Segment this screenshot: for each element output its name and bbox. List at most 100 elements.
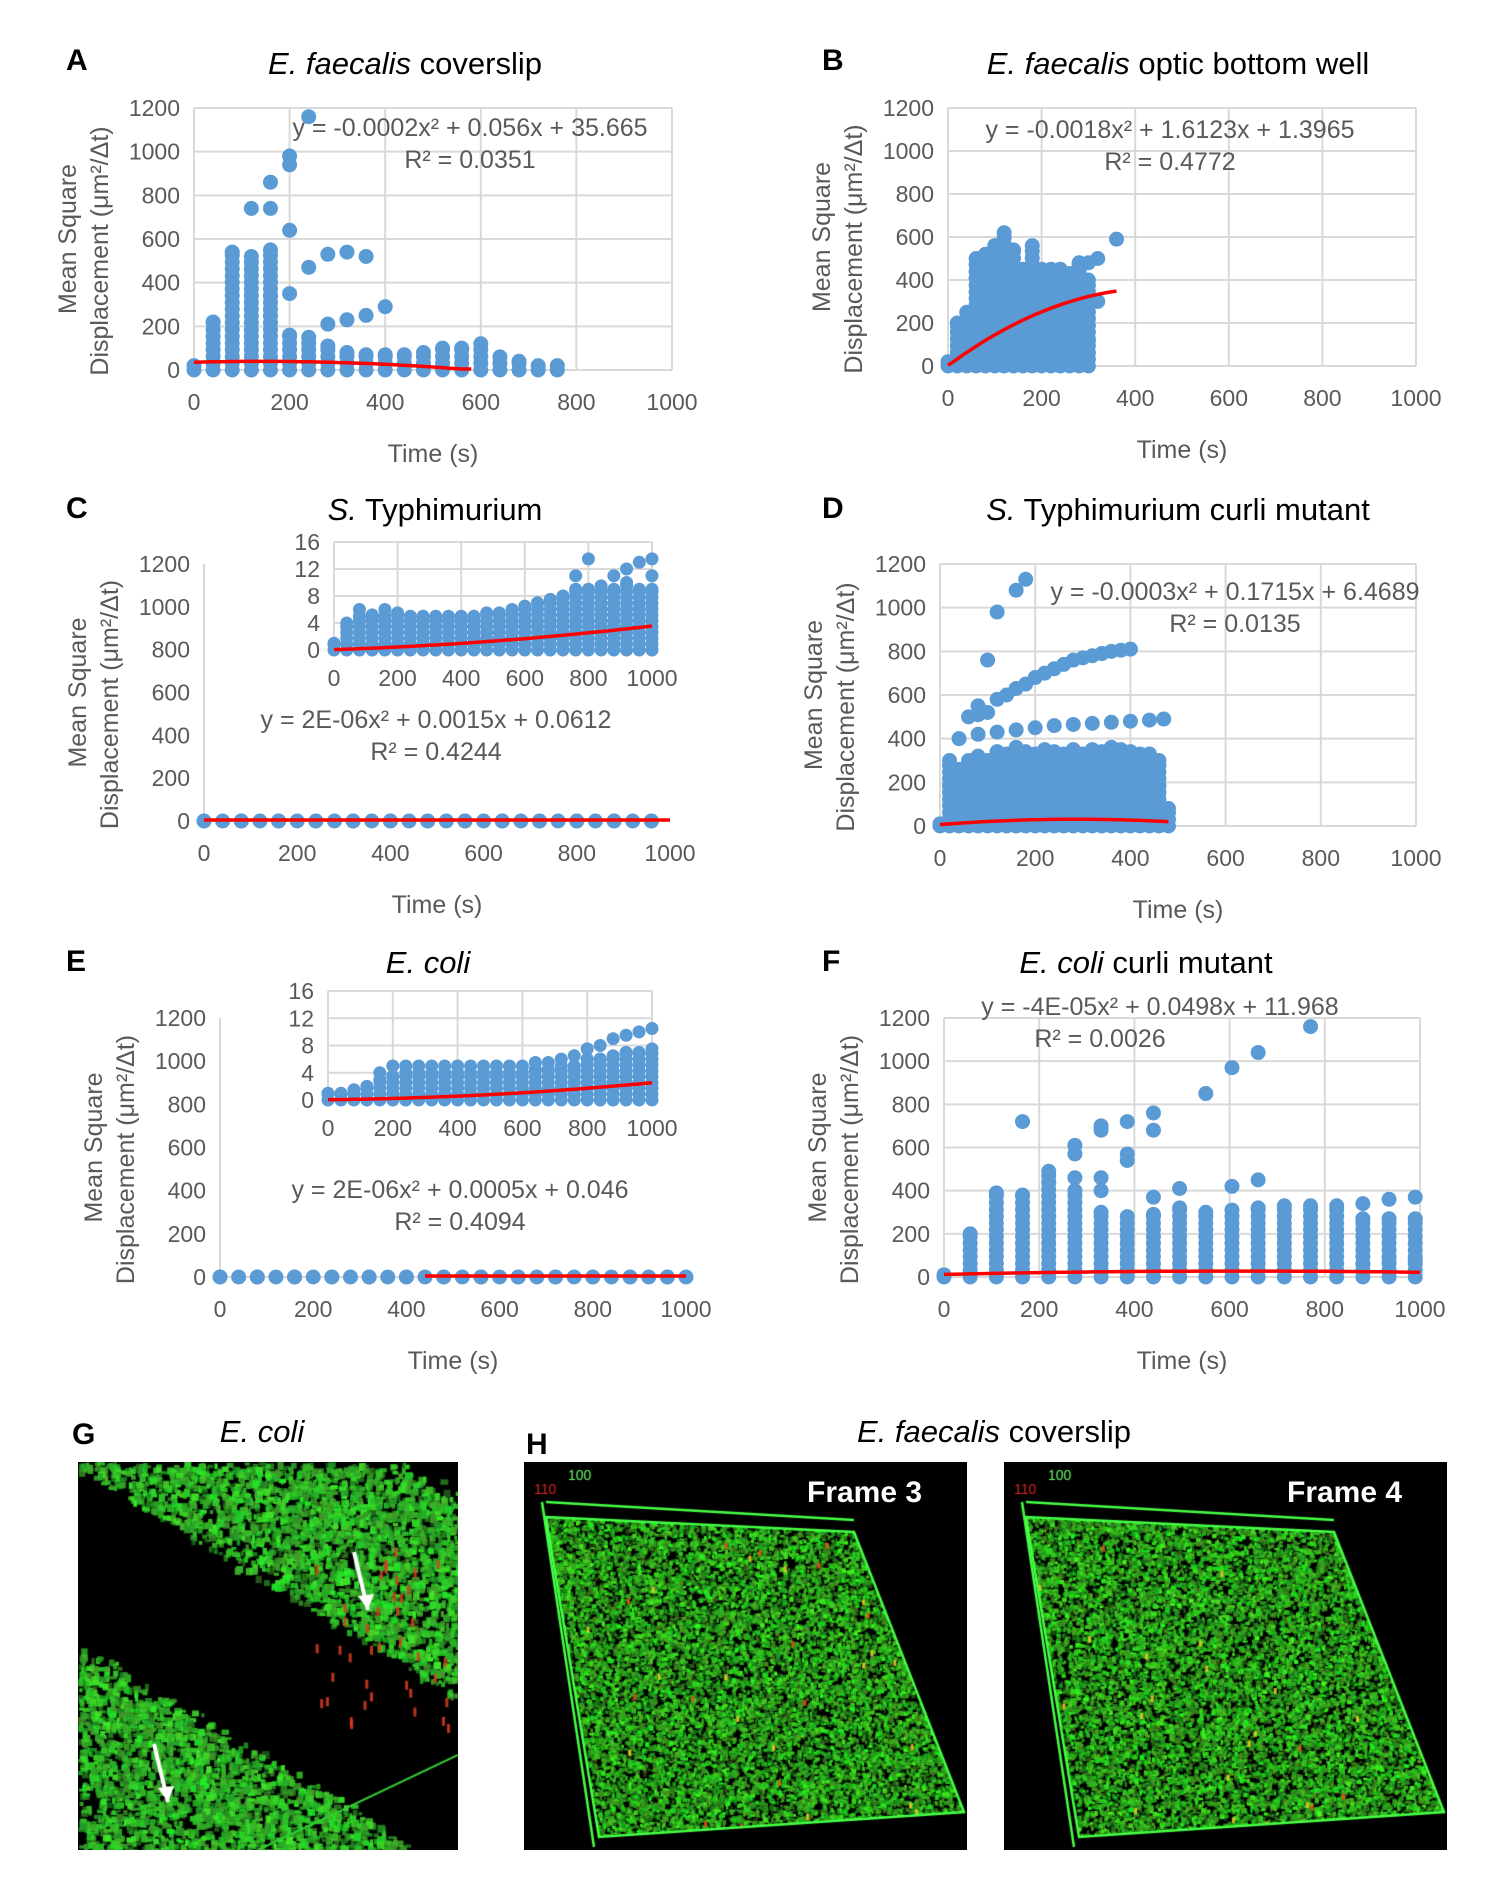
data-point (1381, 1191, 1397, 1207)
data-point (268, 1269, 284, 1285)
data-point (632, 1045, 646, 1059)
y-tick-label: 600 (896, 224, 934, 250)
data-point (1119, 1114, 1135, 1130)
data-point (988, 1185, 1004, 1201)
e-coli-micrograph (78, 1462, 458, 1850)
x-tick-label: 600 (1210, 385, 1248, 411)
x-tick-label: 1000 (1390, 845, 1441, 871)
y-tick-label: 0 (917, 1264, 930, 1290)
y-axis-title-line2: Displacement (μm²/Δt) (840, 124, 868, 373)
data-point (567, 1059, 581, 1073)
x-tick-label: 200 (1020, 1296, 1058, 1322)
data-point (580, 1042, 594, 1056)
y-axis-title-line1: Mean Square (800, 620, 828, 770)
data-point (301, 329, 317, 345)
data-point (1250, 1172, 1266, 1188)
y-tick-label: 4 (307, 610, 320, 636)
data-point (619, 1045, 633, 1059)
data-point (1093, 1170, 1109, 1186)
x-tick-label: 0 (198, 840, 211, 866)
fit-equation: y = -0.0018x² + 1.6123x + 1.3965 (985, 116, 1354, 144)
y-tick-label: 16 (294, 529, 320, 555)
data-point (373, 1066, 387, 1080)
data-point (502, 1059, 516, 1073)
data-point (619, 1028, 633, 1042)
title-rest: coverslip (411, 46, 542, 81)
data-point (441, 609, 455, 623)
x-tick-label: 0 (322, 1115, 335, 1141)
fit-equation: y = 2E-06x² + 0.0015x + 0.0612 (261, 706, 612, 734)
data-point (1145, 1206, 1161, 1222)
data-point (645, 552, 659, 566)
y-tick-label: 1200 (875, 551, 926, 577)
data-point (412, 1059, 426, 1073)
data-point (1381, 1254, 1397, 1270)
fit-r-squared: R² = 0.0351 (404, 146, 535, 174)
data-point (358, 307, 374, 323)
y-tick-label: 1000 (129, 139, 180, 165)
data-point (391, 606, 405, 620)
data-point (492, 349, 508, 365)
x-tick-label: 800 (557, 389, 595, 415)
data-point (454, 340, 470, 356)
x-tick-label: 400 (1115, 1296, 1153, 1322)
y-tick-label: 600 (888, 682, 926, 708)
data-point (1224, 1060, 1240, 1076)
data-point (593, 1052, 607, 1066)
x-axis-title: Time (s) (392, 891, 483, 919)
fit-line (947, 289, 1117, 367)
y-axis-title-line2: Displacement (μm²/Δt) (86, 126, 114, 375)
title-rest: optic bottom well (1129, 46, 1370, 81)
fit-r-squared: R² = 0.4094 (394, 1208, 525, 1236)
data-point (365, 608, 379, 622)
x-tick-label: 0 (188, 389, 201, 415)
data-point (531, 596, 545, 610)
title-rest: coverslip (1000, 1414, 1131, 1449)
data-point (1250, 1045, 1266, 1061)
title-species: E. faecalis (857, 1414, 1001, 1449)
data-point (377, 299, 393, 315)
fit-line (943, 1269, 1421, 1277)
x-tick-label: 0 (328, 665, 341, 691)
data-point (528, 1056, 542, 1070)
data-point (970, 698, 986, 714)
data-point (262, 307, 278, 323)
panel-title: E. faecalis coverslip (857, 1414, 1131, 1450)
data-point (282, 222, 298, 238)
data-points (940, 225, 1124, 374)
title-species: S. (986, 492, 1016, 527)
fit-equation: y = 2E-06x² + 0.0005x + 0.046 (291, 1176, 628, 1204)
x-tick-label: 200 (278, 840, 316, 866)
data-point (1046, 718, 1062, 734)
data-point (1080, 332, 1096, 348)
x-tick-label: 600 (506, 665, 544, 691)
data-point (282, 148, 298, 164)
y-tick-label: 200 (168, 1221, 206, 1247)
data-point (429, 609, 443, 623)
y-axis-title-line2: Displacement (μm²/Δt) (836, 1035, 864, 1284)
data-point (342, 1269, 358, 1285)
fit-r-squared: R² = 0.4244 (370, 738, 501, 766)
x-tick-label: 1000 (1390, 385, 1441, 411)
data-point (970, 726, 986, 742)
data-point (541, 1056, 555, 1070)
x-tick-label: 400 (442, 665, 480, 691)
y-tick-label: 800 (888, 638, 926, 664)
data-point (435, 340, 451, 356)
data-point (287, 1269, 303, 1285)
data-point (380, 1269, 396, 1285)
data-point (454, 609, 468, 623)
panel-letter: H (526, 1428, 548, 1461)
y-tick-label: 400 (888, 726, 926, 752)
data-point (339, 345, 355, 361)
x-tick-label: 800 (1302, 845, 1340, 871)
data-point (511, 353, 527, 369)
data-point (386, 1069, 400, 1083)
data-point (399, 1059, 413, 1073)
panel-letter: B (822, 44, 844, 77)
data-point (1065, 716, 1081, 732)
data-point (1355, 1211, 1371, 1227)
x-axis-title: Time (s) (388, 440, 479, 468)
